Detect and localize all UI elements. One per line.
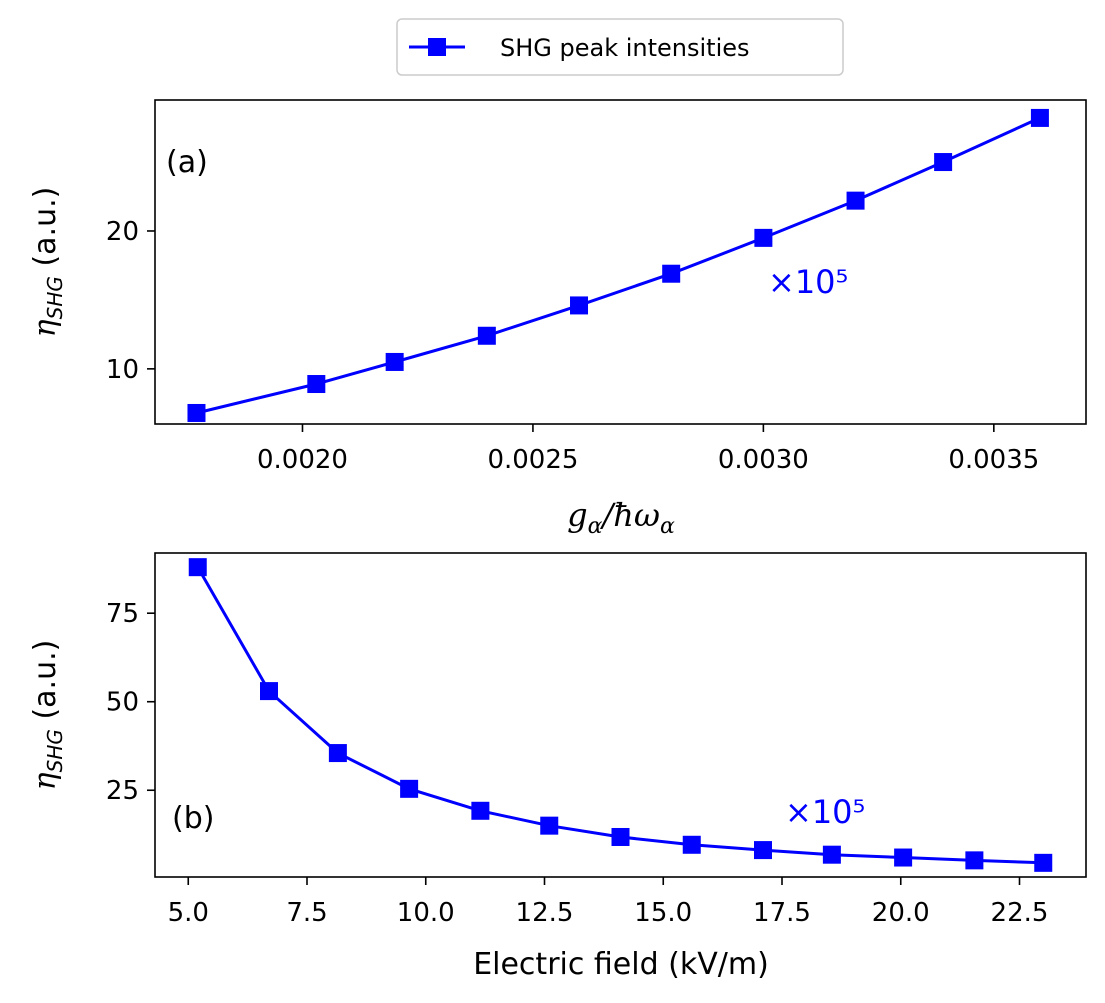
data-point-marker: [846, 191, 865, 210]
series-markers-a: [187, 108, 1049, 422]
plot-frame-a: [154, 99, 1087, 425]
y-axis-label-b: ηSHG (a.u.): [28, 640, 67, 791]
x-tick-label: 12.5: [516, 898, 574, 928]
x-tick-label: 0.0035: [948, 445, 1039, 475]
series-line: [196, 116, 1041, 415]
legend: SHG peak intensities: [396, 18, 844, 76]
x-tick-label: 15.0: [634, 898, 692, 928]
x-tick-label: 0.0030: [718, 445, 809, 475]
x-tick-label: 22.5: [991, 898, 1049, 928]
series-markers-b: [188, 558, 1053, 872]
panel-b: 5.0 7.5 10.0 12.5 15.0 17.5 20.0 22.5 25 50 75 (b…: [28, 552, 1087, 982]
x-tick-label: 5.0: [168, 898, 209, 928]
data-point-marker: [754, 841, 772, 860]
legend-label: SHG peak intensities: [500, 34, 750, 62]
legend-box: [396, 18, 844, 76]
y-tick-label: 20: [106, 217, 139, 247]
data-point-marker: [611, 827, 630, 846]
data-point-marker: [385, 352, 404, 371]
y-tick-label: 75: [106, 599, 139, 629]
data-point-marker: [307, 375, 326, 394]
x-tick-label: 10.0: [397, 898, 455, 928]
panel-label-b: (b): [172, 801, 214, 836]
data-point-marker: [894, 848, 913, 867]
x-tick-label: 17.5: [753, 898, 811, 928]
series-line: [196, 566, 1044, 865]
data-point-marker: [328, 744, 347, 763]
x-axis-label-b: Electric field (kV/m): [473, 947, 769, 982]
data-point-marker: [570, 296, 589, 315]
data-point-marker: [1034, 853, 1053, 872]
data-point-marker: [540, 816, 559, 835]
data-point-marker: [188, 558, 207, 577]
x-tick-label: 0.0025: [487, 445, 578, 475]
data-point-marker: [754, 228, 773, 247]
y-tick-label: 50: [106, 688, 139, 718]
x-tick-label: 0.0020: [257, 445, 348, 475]
series-line-a: [196, 116, 1041, 415]
data-point-marker: [260, 682, 278, 701]
panel-a: 0.0020 0.0025 0.0030 0.0035 10 20 (a) ×10⁵ g…: [28, 99, 1087, 539]
data-point-marker: [471, 801, 490, 820]
y-tick-label: 10: [106, 355, 139, 385]
multiplier-annotation-b: ×10⁵: [785, 793, 865, 831]
x-axis-label-a: gα/ħωα: [567, 496, 675, 539]
data-point-marker: [1030, 108, 1049, 127]
data-point-marker: [477, 326, 496, 345]
data-point-marker: [662, 264, 681, 283]
multiplier-annotation-a: ×10⁵: [768, 263, 848, 301]
data-point-marker: [822, 845, 841, 864]
x-tick-label: 20.0: [872, 898, 930, 928]
y-ticks-b: 25 50 75: [106, 599, 155, 806]
plot-frame-b: [154, 552, 1087, 878]
data-point-marker: [400, 779, 419, 798]
x-ticks-b: 5.0 7.5 10.0 12.5 15.0 17.5 20.0 22.5: [168, 877, 1049, 928]
y-axis-label-a: ηSHG (a.u.): [28, 187, 67, 338]
panel-label-a: (a): [166, 145, 208, 180]
x-tick-label: 7.5: [286, 898, 327, 928]
series-line-b: [196, 566, 1044, 865]
y-tick-label: 25: [106, 776, 139, 806]
y-ticks-a: 10 20: [106, 217, 155, 385]
data-point-marker: [934, 153, 953, 172]
x-ticks-a: 0.0020 0.0025 0.0030 0.0035: [257, 424, 1039, 475]
legend-marker: [428, 38, 446, 56]
data-point-marker: [965, 851, 984, 870]
data-point-marker: [682, 835, 701, 854]
data-point-marker: [187, 403, 206, 422]
